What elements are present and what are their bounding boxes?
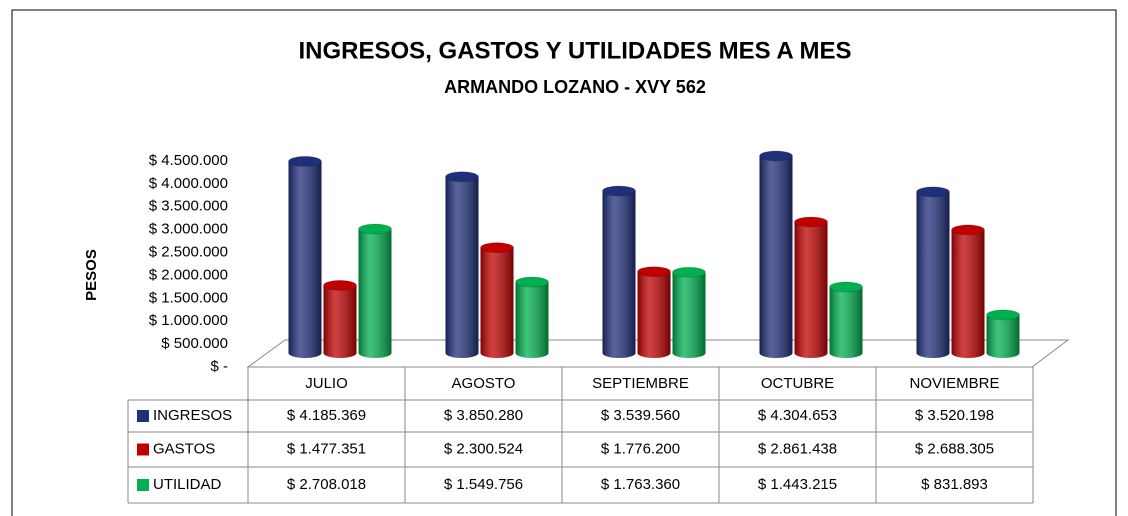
data-label: $ 1.443.215 bbox=[758, 476, 837, 493]
x-tick-label: AGOSTO bbox=[452, 375, 516, 392]
x-tick-label: SEPTIEMBRE bbox=[592, 375, 689, 392]
bar-top bbox=[829, 281, 863, 293]
bar-shade bbox=[916, 191, 950, 358]
bar-top bbox=[288, 155, 322, 167]
x-tick-label: JULIO bbox=[305, 375, 348, 392]
y-tick-label: $ 2.500.000 bbox=[149, 244, 228, 261]
bar-shade bbox=[759, 155, 793, 358]
data-label: $ 1.549.756 bbox=[444, 476, 523, 493]
data-label: $ 831.893 bbox=[921, 476, 988, 493]
data-label: $ 3.539.560 bbox=[601, 407, 680, 424]
y-tick-label: $ 2.000.000 bbox=[149, 266, 228, 283]
bar-top bbox=[323, 279, 357, 291]
y-tick-label: $ 1.500.000 bbox=[149, 289, 228, 306]
bar-shade bbox=[829, 286, 863, 358]
bar-shade bbox=[288, 161, 322, 358]
bar-top bbox=[515, 276, 549, 288]
bar-shade bbox=[323, 285, 357, 358]
bar-top bbox=[672, 266, 706, 278]
data-label: $ 2.688.305 bbox=[915, 440, 994, 457]
bar-shade bbox=[951, 229, 985, 358]
data-label: $ 2.300.524 bbox=[444, 440, 523, 457]
y-tick-label: $ 4.000.000 bbox=[149, 175, 228, 192]
bar-top bbox=[602, 185, 636, 197]
bar-shade bbox=[445, 176, 479, 358]
bar-shade bbox=[602, 190, 636, 358]
bar-shade bbox=[637, 271, 671, 358]
data-label: $ 2.861.438 bbox=[758, 440, 837, 457]
data-label: $ 3.520.198 bbox=[915, 407, 994, 424]
y-tick-label: $ - bbox=[210, 358, 228, 375]
data-label: $ 1.776.200 bbox=[601, 440, 680, 457]
x-tick-label: NOVIEMBRE bbox=[909, 375, 999, 392]
bar-top bbox=[480, 242, 514, 254]
legend-swatch bbox=[137, 410, 149, 422]
bar-top bbox=[358, 223, 392, 235]
bar-top bbox=[794, 216, 828, 228]
bar-top bbox=[445, 171, 479, 183]
legend-label: UTILIDAD bbox=[153, 476, 222, 493]
y-tick-label: $ 4.500.000 bbox=[149, 152, 228, 169]
bar-top bbox=[637, 266, 671, 278]
bar-top bbox=[759, 150, 793, 162]
y-axis-label: PESOS bbox=[83, 249, 100, 301]
chart-subtitle: ARMANDO LOZANO - XVY 562 bbox=[444, 77, 706, 97]
bar-shade bbox=[794, 222, 828, 358]
bar-shade bbox=[986, 314, 1020, 358]
x-tick-label: OCTUBRE bbox=[761, 375, 834, 392]
data-label: $ 1.763.360 bbox=[601, 476, 680, 493]
data-label: $ 4.304.653 bbox=[758, 407, 837, 424]
legend-label: INGRESOS bbox=[153, 407, 232, 424]
chart-title: INGRESOS, GASTOS Y UTILIDADES MES A MES bbox=[299, 37, 852, 64]
data-label: $ 4.185.369 bbox=[287, 407, 366, 424]
bar-shade bbox=[480, 247, 514, 358]
data-label: $ 3.850.280 bbox=[444, 407, 523, 424]
data-label: $ 2.708.018 bbox=[287, 476, 366, 493]
bar-top bbox=[951, 224, 985, 236]
bar-shade bbox=[515, 282, 549, 358]
bar-shade bbox=[358, 229, 392, 358]
data-label: $ 1.477.351 bbox=[287, 440, 366, 457]
y-tick-label: $ 500.000 bbox=[161, 335, 228, 352]
bar-top bbox=[986, 309, 1020, 321]
y-tick-label: $ 3.000.000 bbox=[149, 221, 228, 238]
legend-swatch bbox=[137, 443, 149, 456]
y-tick-label: $ 3.500.000 bbox=[149, 198, 228, 215]
y-tick-label: $ 1.000.000 bbox=[149, 312, 228, 329]
bar-shade bbox=[672, 272, 706, 358]
legend-swatch bbox=[137, 479, 149, 491]
bar-top bbox=[916, 186, 950, 198]
legend-label: GASTOS bbox=[153, 440, 215, 457]
